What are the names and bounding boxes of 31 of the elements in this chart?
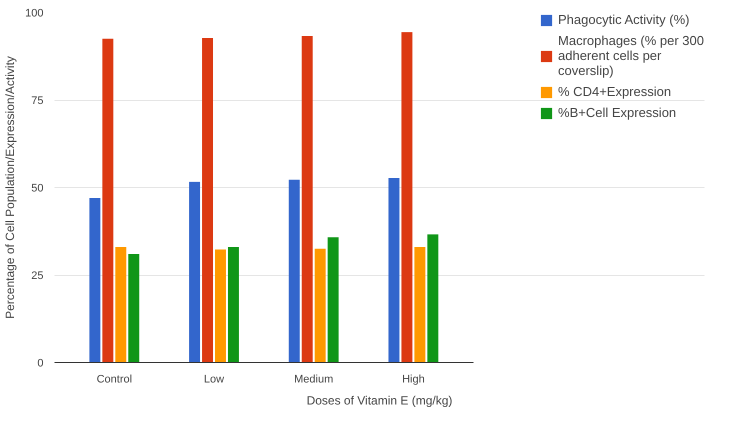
legend-label: % CD4+Expression xyxy=(558,84,672,99)
x-tick-label: Control xyxy=(96,374,132,386)
y-tick-label: 100 xyxy=(25,8,44,20)
y-tick-label: 50 xyxy=(31,182,44,194)
bar xyxy=(288,180,300,362)
bar xyxy=(102,38,114,362)
x-axis-title: Doses of Vitamin E (mg/kg) xyxy=(306,394,452,408)
bar xyxy=(401,32,412,362)
x-tick-label: Medium xyxy=(294,374,334,386)
bar xyxy=(202,38,214,362)
y-axis-title: Percentage of Cell Population/Expression/Activity xyxy=(3,56,18,319)
y-tick-label: 75 xyxy=(31,95,44,107)
bar xyxy=(427,234,438,362)
legend-label: Phagocytic Activity (%) xyxy=(558,12,690,27)
bar xyxy=(228,247,239,362)
legend-label: Macrophages (% per 300 adherent cells per coverslip) xyxy=(558,33,704,78)
bar xyxy=(302,36,313,362)
x-tick-label: Low xyxy=(204,374,224,386)
bar xyxy=(414,247,426,362)
legend-label: %B+Cell Expression xyxy=(558,105,676,120)
bar xyxy=(128,254,140,362)
bar xyxy=(89,198,100,362)
y-tick-label: 0 xyxy=(37,358,44,370)
bar xyxy=(314,248,326,362)
bar xyxy=(388,178,400,362)
bar xyxy=(215,249,226,362)
bar xyxy=(115,247,126,362)
bar xyxy=(189,182,200,362)
x-tick-label: High xyxy=(402,374,425,386)
bar xyxy=(328,237,339,362)
y-tick-label: 25 xyxy=(31,270,44,282)
